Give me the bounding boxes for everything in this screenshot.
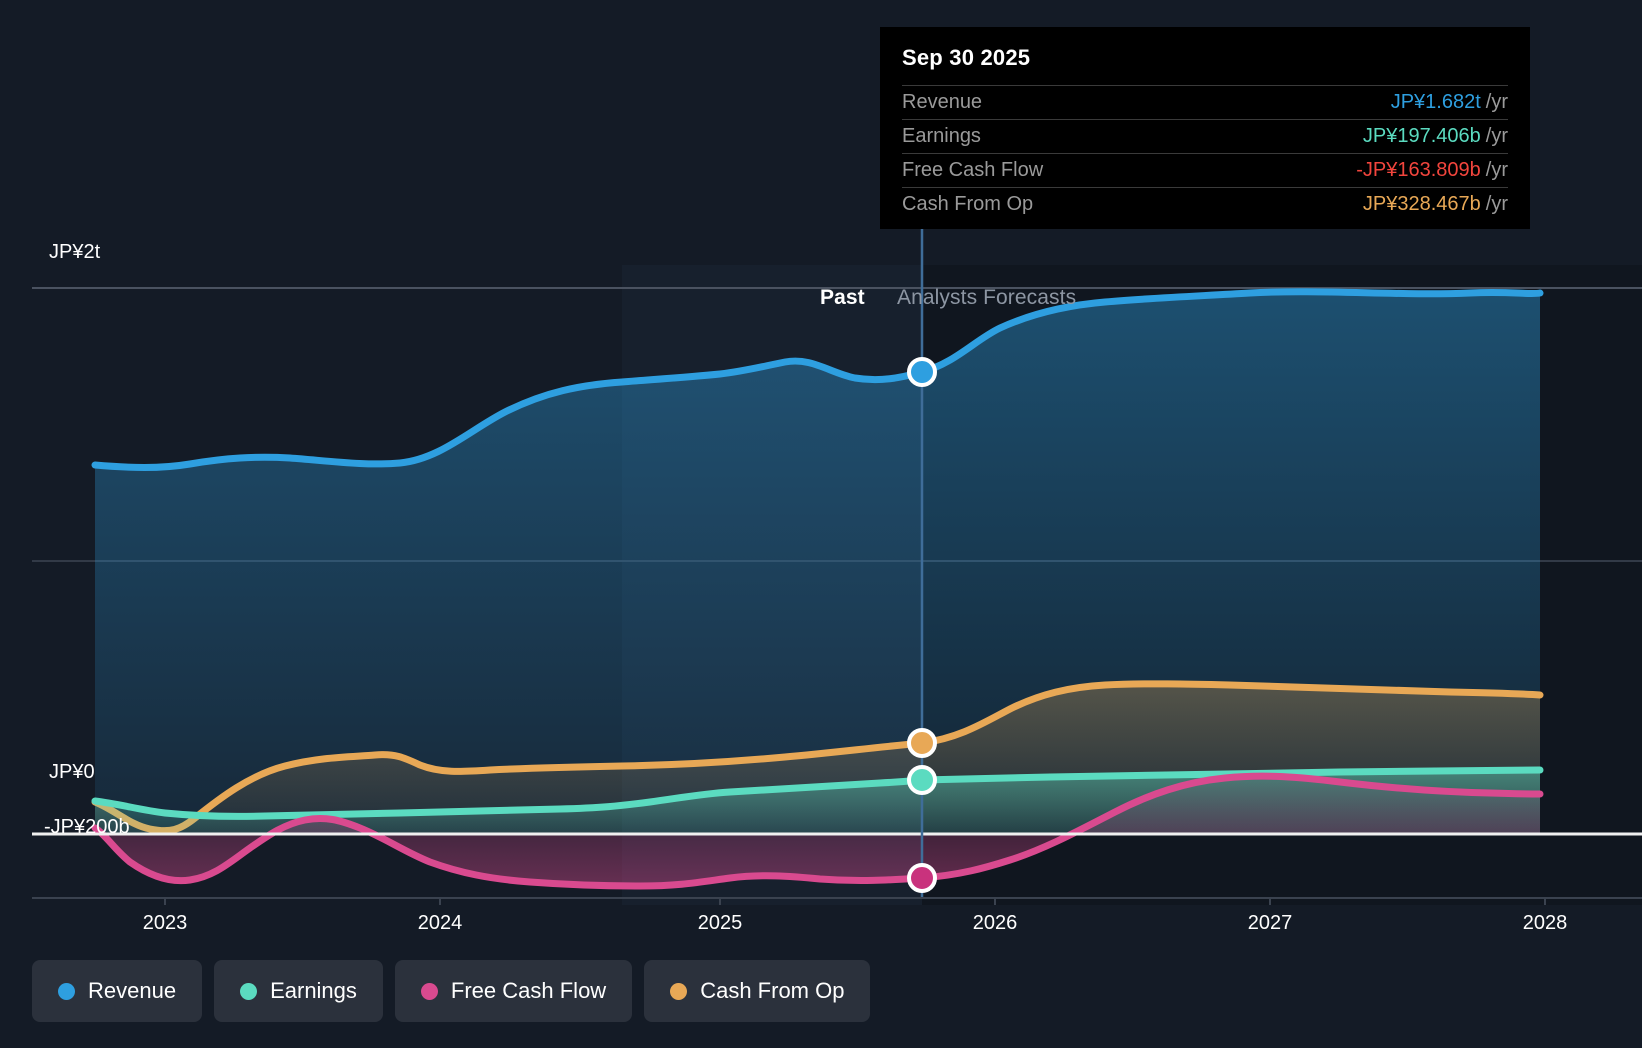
tooltip-unit-cash-from-op: /yr bbox=[1485, 193, 1508, 215]
tooltip-value-group-revenue: JP¥1.682t/yr bbox=[1391, 91, 1508, 114]
x-axis-label-2025: 2025 bbox=[697, 912, 743, 934]
tooltip-value-cash-from-op: JP¥328.467b bbox=[1362, 193, 1481, 215]
analysts-forecasts-period-label: Analysts Forecasts bbox=[897, 286, 1077, 309]
legend-item-earnings[interactable]: Earnings bbox=[214, 960, 383, 1022]
tooltip-row-revenue: Revenue JP¥1.682t/yr bbox=[902, 85, 1508, 119]
x-axis-label-2027: 2027 bbox=[1247, 912, 1293, 934]
free-cash-flow-area bbox=[95, 776, 1540, 886]
earnings-color-dot-icon bbox=[240, 982, 258, 1000]
tooltip-unit-revenue: /yr bbox=[1485, 91, 1508, 113]
y-axis-label-2t: JP¥2t bbox=[49, 241, 101, 263]
tooltip-value-earnings: JP¥197.406b bbox=[1362, 125, 1481, 147]
legend-label-cash-from-op: Cash From Op bbox=[700, 978, 845, 1003]
tooltip-row-free-cash-flow: Free Cash Flow -JP¥163.809b/yr bbox=[902, 153, 1508, 187]
tooltip-label-revenue: Revenue bbox=[902, 91, 983, 113]
tooltip-value-revenue: JP¥1.682t bbox=[1390, 91, 1481, 113]
revenue-color-dot-icon bbox=[58, 982, 75, 1000]
x-axis-label-2028: 2028 bbox=[1522, 912, 1568, 934]
free-cash-flow-marker bbox=[907, 863, 937, 893]
tooltip-value-group-free-cash-flow: -JP¥163.809b/yr bbox=[1356, 159, 1508, 182]
chart-tooltip: Sep 30 2025 Revenue JP¥1.682t/yr Earning… bbox=[880, 27, 1530, 229]
legend-label-revenue: Revenue bbox=[88, 978, 177, 1003]
tooltip-unit-earnings: /yr bbox=[1485, 125, 1508, 147]
y-axis-label-zero: JP¥0 bbox=[49, 761, 95, 783]
free-cash-flow-color-dot-icon bbox=[420, 982, 438, 1000]
cash-from-op-marker bbox=[907, 728, 937, 758]
earnings-marker bbox=[907, 765, 937, 795]
revenue-marker bbox=[907, 357, 937, 387]
cash-from-op-line bbox=[91, 680, 1544, 835]
x-axis-label-2023: 2023 bbox=[142, 912, 188, 934]
earnings-line bbox=[91, 766, 1544, 820]
tooltip-value-group-earnings: JP¥197.406b/yr bbox=[1363, 125, 1508, 148]
x-axis-label-2026: 2026 bbox=[972, 912, 1018, 934]
y-axis-label-negative-200b: -JP¥200b bbox=[44, 816, 130, 838]
legend-label-earnings: Earnings bbox=[270, 978, 357, 1003]
chart-legend: Revenue Earnings Free Cash Flow Cash Fro… bbox=[32, 960, 871, 1022]
legend-item-revenue[interactable]: Revenue bbox=[32, 960, 203, 1022]
cash-from-op-color-dot-icon bbox=[670, 982, 688, 1000]
tooltip-value-group-cash-from-op: JP¥328.467b/yr bbox=[1363, 193, 1508, 216]
free-cash-flow-line bbox=[91, 772, 1544, 890]
legend-label-free-cash-flow: Free Cash Flow bbox=[450, 978, 607, 1003]
legend-item-cash-from-op[interactable]: Cash From Op bbox=[644, 960, 871, 1022]
legend-item-free-cash-flow[interactable]: Free Cash Flow bbox=[394, 960, 633, 1022]
tooltip-label-earnings: Earnings bbox=[902, 125, 981, 147]
tooltip-value-free-cash-flow: -JP¥163.809b bbox=[1356, 159, 1481, 181]
tooltip-unit-free-cash-flow: /yr bbox=[1485, 159, 1508, 181]
tooltip-row-earnings: Earnings JP¥197.406b/yr bbox=[902, 119, 1508, 153]
tooltip-label-free-cash-flow: Free Cash Flow bbox=[902, 159, 1044, 181]
tooltip-label-cash-from-op: Cash From Op bbox=[902, 193, 1034, 215]
tooltip-row-cash-from-op: Cash From Op JP¥328.467b/yr bbox=[902, 187, 1508, 221]
x-axis-label-2024: 2024 bbox=[417, 912, 463, 934]
tooltip-date: Sep 30 2025 bbox=[902, 45, 1031, 70]
revenue-line bbox=[91, 288, 1544, 471]
